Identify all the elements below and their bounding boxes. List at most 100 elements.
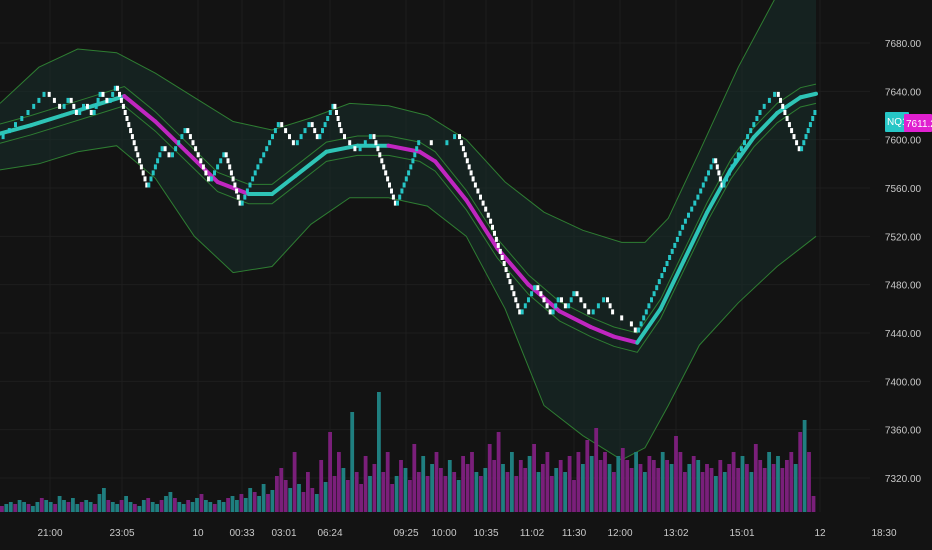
volume-bar bbox=[470, 452, 474, 512]
price-brick bbox=[372, 134, 376, 140]
price-brick bbox=[469, 170, 473, 176]
volume-bar bbox=[279, 468, 284, 512]
volume-bar bbox=[771, 464, 776, 512]
price-brick bbox=[20, 116, 24, 121]
x-tick-label: 10 bbox=[192, 528, 204, 539]
volume-bar bbox=[527, 456, 532, 512]
volume-bar bbox=[585, 440, 590, 512]
price-brick bbox=[637, 327, 641, 333]
price-brick bbox=[560, 297, 563, 303]
price-brick bbox=[174, 146, 178, 152]
volume-bar bbox=[44, 500, 49, 512]
volume-bar bbox=[558, 460, 563, 512]
price-brick bbox=[199, 158, 203, 164]
volume-bar bbox=[48, 502, 53, 512]
price-brick bbox=[813, 110, 817, 115]
volume-bar bbox=[226, 498, 230, 512]
time-axis[interactable]: 21:00 23:05 10 00:33 03:01 06:24 09:25 10:00 10:… bbox=[0, 512, 932, 550]
price-brick bbox=[536, 285, 540, 291]
x-tick-label: 10:00 bbox=[431, 528, 456, 539]
price-brick bbox=[256, 164, 260, 170]
price-brick bbox=[216, 164, 220, 170]
x-tick-label: 10:35 bbox=[473, 528, 498, 539]
price-brick bbox=[335, 110, 338, 115]
price-brick bbox=[722, 182, 726, 188]
price-brick bbox=[514, 297, 518, 303]
price-brick bbox=[310, 122, 314, 128]
price-brick bbox=[758, 110, 762, 115]
price-brick bbox=[500, 255, 504, 260]
volume-bar bbox=[683, 472, 687, 512]
price-brick bbox=[240, 200, 244, 206]
x-tick-label: 15:01 bbox=[729, 528, 754, 539]
price-brick bbox=[89, 110, 93, 115]
price-brick bbox=[736, 152, 740, 158]
price-brick bbox=[378, 152, 382, 158]
upper-band-line bbox=[0, 0, 775, 243]
price-brick bbox=[368, 134, 372, 140]
price-brick bbox=[196, 152, 200, 158]
price-brick bbox=[502, 261, 506, 266]
price-brick bbox=[288, 134, 291, 140]
price-brick bbox=[145, 182, 149, 188]
price-brick bbox=[321, 128, 324, 134]
volume-bar bbox=[257, 496, 261, 512]
ma-segment bbox=[728, 135, 756, 172]
volume-bar bbox=[204, 500, 208, 512]
price-brick bbox=[315, 134, 319, 140]
price-brick bbox=[121, 103, 125, 109]
price-brick bbox=[665, 261, 669, 266]
x-tick-label: 21:00 bbox=[37, 528, 62, 539]
volume-bar bbox=[133, 504, 137, 512]
price-brick bbox=[130, 134, 134, 140]
price-brick bbox=[673, 242, 677, 248]
volume-bar bbox=[252, 492, 257, 512]
price-brick bbox=[663, 267, 666, 273]
volume-bar bbox=[780, 468, 785, 512]
price-brick bbox=[388, 182, 391, 188]
price-brick bbox=[407, 170, 411, 176]
price-brick bbox=[201, 164, 205, 170]
price-brick bbox=[730, 164, 734, 170]
price-brick bbox=[575, 291, 579, 297]
price-brick bbox=[37, 97, 41, 103]
price-brick bbox=[209, 176, 213, 182]
price-brick bbox=[471, 176, 475, 182]
price-brick bbox=[119, 97, 123, 103]
price-brick bbox=[523, 303, 527, 309]
volume-bar bbox=[740, 456, 745, 512]
price-brick bbox=[463, 152, 467, 158]
price-bricks bbox=[1, 85, 817, 333]
price-brick bbox=[331, 103, 335, 109]
volume-bar bbox=[57, 496, 62, 512]
volume-bar bbox=[421, 456, 426, 512]
volume-bar bbox=[35, 502, 40, 512]
ma-segment bbox=[324, 143, 360, 154]
volume-bar bbox=[88, 502, 93, 512]
volume-bar bbox=[186, 500, 191, 512]
price-brick bbox=[7, 128, 11, 134]
price-axis[interactable]: 7320.00 7360.00 7400.00 7440.00 7480.00 7520.… bbox=[870, 0, 932, 512]
price-brick bbox=[647, 303, 651, 309]
price-brick bbox=[467, 164, 471, 170]
y-tick-label: 7560.00 bbox=[885, 184, 922, 195]
price-brick bbox=[14, 122, 17, 128]
volume-bar bbox=[221, 502, 226, 512]
volume-bar bbox=[341, 468, 346, 512]
price-brick bbox=[591, 309, 595, 315]
symbol-tag bbox=[885, 112, 909, 132]
ma-segment bbox=[464, 198, 500, 251]
volume-bar bbox=[785, 460, 789, 512]
price-brick bbox=[276, 122, 280, 128]
volume-bar bbox=[62, 500, 66, 512]
price-brick bbox=[186, 128, 190, 134]
price-brick bbox=[251, 176, 255, 182]
ma-segment bbox=[122, 94, 158, 124]
price-brick bbox=[516, 303, 520, 309]
price-brick bbox=[271, 134, 274, 140]
price-brick bbox=[473, 182, 477, 188]
volume-bar bbox=[461, 456, 465, 512]
volume-bar bbox=[549, 476, 554, 512]
volume-bar bbox=[66, 502, 71, 512]
